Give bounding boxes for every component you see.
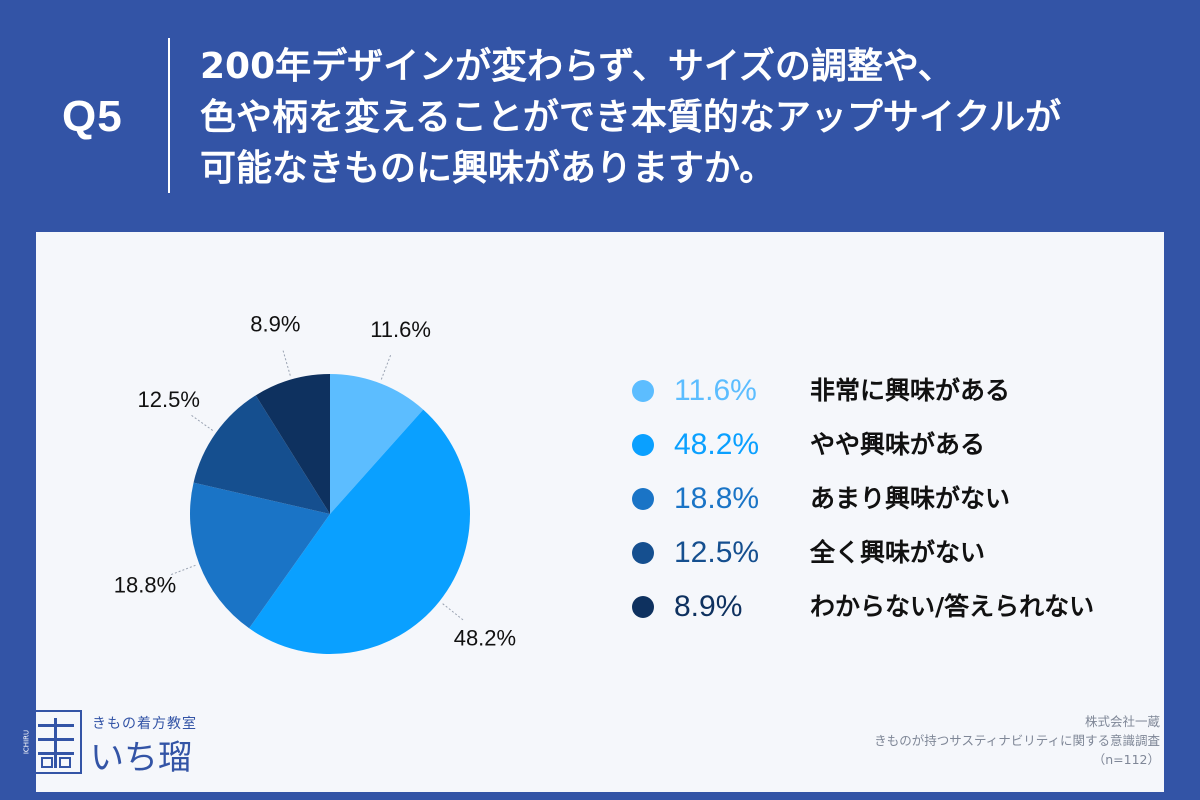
question-line-2: 色や柄を変えることができ本質的なアップサイクルが [200,97,1062,138]
footer-survey: きものが持つサスティナビリティに関する意識調査 [874,733,1160,748]
pie-data-label: 12.5% [138,387,200,412]
ichiru-logo-mark: ICHIRU [20,710,82,774]
footer-sample: （n=112） [1092,752,1160,767]
legend-label: あまり興味がない [810,484,1011,513]
legend-value: 48.2% [674,428,760,461]
pie-slice [255,374,330,514]
pie-data-label: 18.8% [114,573,176,598]
pie-leader-line [380,353,392,380]
chart-panel: 11.6% 48.2% 18.8% 12.5% 8.9% 11.6% 非常に興味がある … [36,232,1164,792]
pie-slice [330,374,424,514]
question-line-3: 可能なきものに興味がありますか。 [200,148,776,189]
legend-label: 全く興味がない [810,538,986,567]
question-text: 200年デザインが変わらず、サイズの調整や、 色や柄を変えることができ本質的なア… [200,41,1180,194]
pie-leader-line [189,413,213,431]
pie-data-label: 11.6% [370,317,431,342]
question-divider [168,38,170,193]
legend-marker [632,434,654,456]
logo-name: いち瑠 [90,738,192,778]
footer-company: 株式会社一蔵 [1084,714,1160,729]
pie-leader-line [442,603,465,622]
legend-value: 8.9% [674,590,743,623]
legend-marker [632,488,654,510]
pie-data-label: 48.2% [454,625,516,650]
legend-item: 11.6% 非常に興味がある [632,372,1172,426]
pie-chart: 11.6% 48.2% 18.8% 12.5% 8.9% [114,312,516,655]
logo-mark-text: ICHIRU [23,730,31,754]
brand-logo: ICHIRU きもの着方教室 いち瑠 [20,710,250,780]
legend-item: 48.2% やや興味がある [632,426,1172,480]
legend-label: わからない/答えられない [810,592,1095,621]
logo-subtitle: きもの着方教室 [92,716,197,732]
legend-label: 非常に興味がある [810,376,1011,405]
legend-label: やや興味がある [810,430,986,459]
legend-item: 12.5% 全く興味がない [632,534,1172,588]
legend-item: 18.8% あまり興味がない [632,480,1172,534]
chart-legend: 11.6% 非常に興味がある 48.2% やや興味がある 18.8% あまり興味… [632,372,1172,642]
question-line-1: 200年デザインが変わらず、サイズの調整や、 [200,46,954,87]
question-header: Q5 200年デザインが変わらず、サイズの調整や、 色や柄を変えることができ本質… [0,0,1200,230]
legend-value: 11.6% [674,374,757,407]
legend-value: 12.5% [674,536,760,569]
legend-marker [632,380,654,402]
pie-slice [249,409,471,655]
legend-value: 18.8% [674,482,760,515]
pie-data-label: 8.9% [250,312,300,337]
pie-slice [193,395,330,514]
question-number: Q5 [62,92,123,141]
legend-marker [632,596,654,618]
pie-leader-line [282,348,291,376]
legend-marker [632,542,654,564]
footer-credits: 株式会社一蔵 きものが持つサスティナビリティに関する意識調査 （n=112） [874,712,1160,769]
legend-item: 8.9% わからない/答えられない [632,588,1172,642]
pie-slice [190,482,330,629]
